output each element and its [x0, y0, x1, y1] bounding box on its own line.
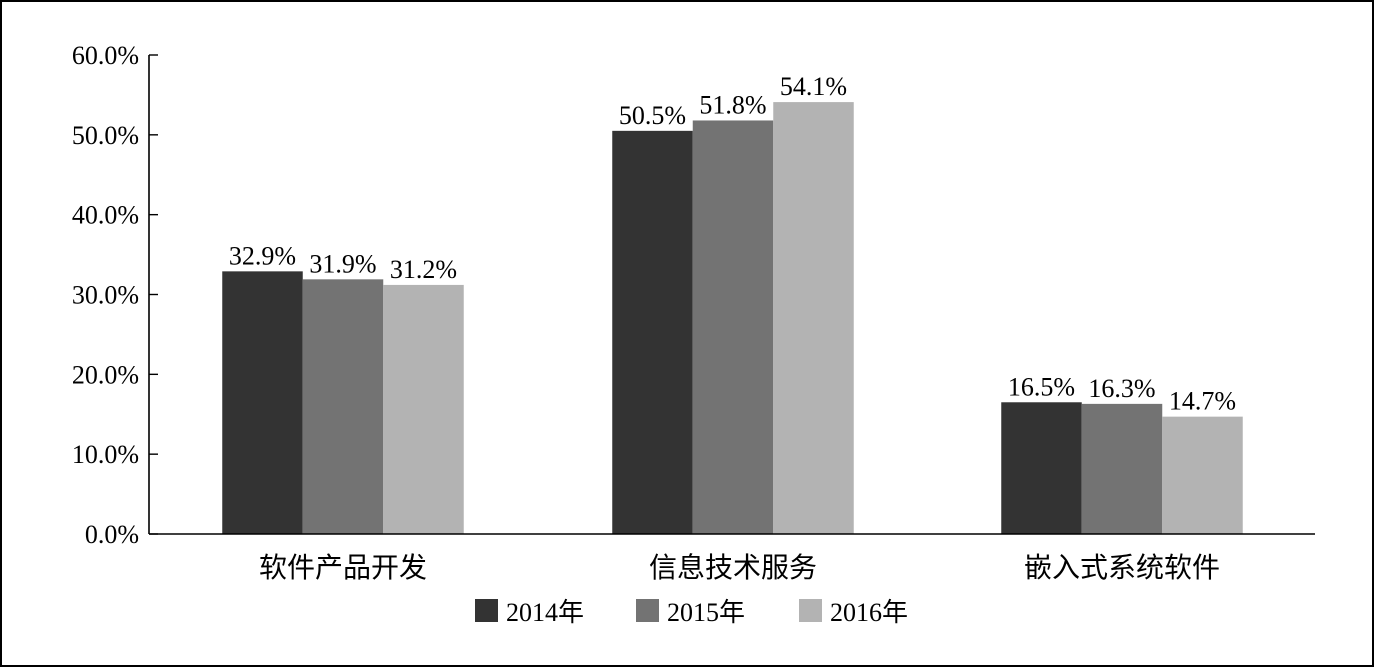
legend-label: 2014年: [506, 598, 584, 627]
y-tick-label: 20.0%: [72, 360, 139, 389]
data-label: 32.9%: [229, 241, 296, 270]
bar: [612, 130, 693, 534]
legend-label: 2016年: [830, 598, 908, 627]
bar: [1162, 416, 1243, 534]
y-tick-label: 50.0%: [72, 121, 139, 150]
bar: [222, 271, 303, 534]
data-label: 16.5%: [1008, 372, 1075, 401]
category-label: 信息技术服务: [649, 552, 817, 584]
category-label: 软件产品开发: [259, 552, 427, 584]
y-tick-label: 60.0%: [72, 41, 139, 70]
y-tick-label: 0.0%: [85, 520, 139, 549]
data-label: 31.9%: [309, 249, 376, 278]
legend-swatch: [636, 599, 659, 622]
y-tick-label: 30.0%: [72, 281, 139, 310]
legend: 2014年 2015年 2016年: [475, 598, 908, 627]
y-axis: 0.0% 10.0% 20.0% 30.0% 40.0% 50.0% 60.0%: [72, 41, 158, 549]
data-label: 31.2%: [390, 255, 457, 284]
legend-swatch: [475, 599, 498, 622]
legend-label: 2015年: [667, 598, 745, 627]
data-label: 50.5%: [619, 101, 686, 130]
x-axis: 软件产品开发 信息技术服务 嵌入式系统软件: [149, 533, 1315, 584]
bar: [302, 279, 384, 534]
data-label: 14.7%: [1169, 387, 1236, 416]
legend-swatch: [799, 599, 822, 622]
bar: [1081, 403, 1163, 534]
bar: [1001, 402, 1082, 534]
data-label: 51.8%: [699, 90, 766, 119]
data-label: 54.1%: [780, 72, 847, 101]
data-labels: 32.9% 31.9% 31.2% 50.5% 51.8% 54.1% 16.5% 16.3%…: [229, 72, 1236, 416]
bar: [773, 102, 854, 534]
bar: [383, 284, 464, 534]
data-label: 16.3%: [1088, 374, 1155, 403]
y-tick-label: 40.0%: [72, 201, 139, 230]
bars: [222, 102, 1243, 535]
bar: [692, 120, 774, 535]
y-tick-label: 10.0%: [72, 440, 139, 469]
category-label: 嵌入式系统软件: [1024, 552, 1220, 584]
